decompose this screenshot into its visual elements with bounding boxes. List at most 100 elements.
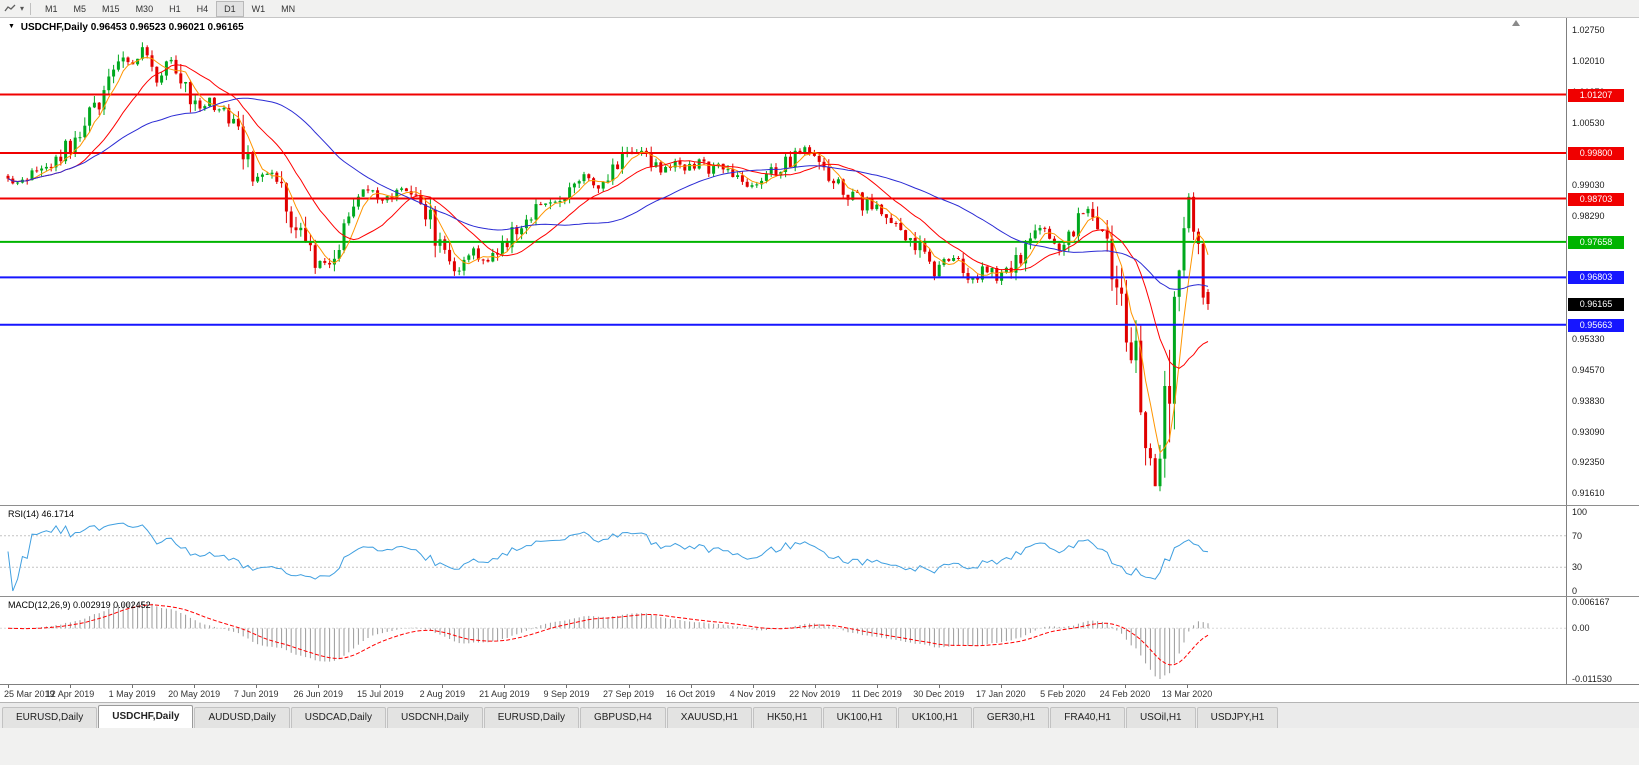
timeframe-button-m5[interactable]: M5 xyxy=(73,3,87,14)
price-level-flag[interactable]: 1.01207 xyxy=(1568,88,1624,102)
time-axis-tick xyxy=(566,685,568,688)
symbol-period-label: USDCHF,Daily xyxy=(20,22,88,33)
time-axis-tick xyxy=(628,685,630,688)
rsi-axis-tick: 30 xyxy=(1572,562,1583,573)
time-axis-tick xyxy=(1062,685,1064,688)
price-level-flag[interactable]: 0.97658 xyxy=(1568,235,1624,249)
time-axis-label: 26 Jun 2019 xyxy=(293,689,344,699)
price-axis-tick: 0.92350 xyxy=(1572,457,1605,468)
rsi-indicator-name: RSI(14) xyxy=(8,509,40,519)
macd-main-value: 0.002919 xyxy=(73,600,111,610)
chart-tab-eurusd-daily[interactable]: EURUSD,Daily xyxy=(2,707,98,728)
price-level-flag[interactable]: 0.95663 xyxy=(1568,318,1624,332)
timeframe-button-h4[interactable]: H4 xyxy=(196,3,209,14)
time-axis-tick xyxy=(1000,685,1002,688)
price-axis-tick: 0.95330 xyxy=(1572,333,1605,344)
time-axis-tick xyxy=(504,685,506,688)
chart-tab-uk100-h1[interactable]: UK100,H1 xyxy=(822,707,897,728)
chart-tab-usdcad-daily[interactable]: USDCAD,Daily xyxy=(290,707,386,728)
panel-separator[interactable] xyxy=(0,505,1639,506)
chart-tab-eurusd-daily[interactable]: EURUSD,Daily xyxy=(483,707,579,728)
chart-tab-hk50-h1[interactable]: HK50,H1 xyxy=(753,707,822,728)
chart-tab-usoil-h1[interactable]: USOil,H1 xyxy=(1125,707,1196,728)
time-axis-tick xyxy=(442,685,444,688)
chart-tab-usdcnh-daily[interactable]: USDCNH,Daily xyxy=(386,707,483,728)
timeframe-button-m15[interactable]: M15 xyxy=(102,3,120,14)
rsi-axis-tick: 70 xyxy=(1572,530,1583,541)
time-axis-tick xyxy=(70,685,72,688)
timeframe-button-d1[interactable]: D1 xyxy=(216,0,244,17)
chart-tab-audusd-daily[interactable]: AUDUSD,Daily xyxy=(194,707,290,728)
time-axis-label: 15 Jul 2019 xyxy=(357,689,404,699)
time-axis-tick xyxy=(1187,685,1188,688)
price-level-flag[interactable]: 0.99800 xyxy=(1568,146,1624,160)
line-chart-icon[interactable] xyxy=(4,3,17,14)
time-axis-label: 9 Sep 2019 xyxy=(543,689,590,699)
time-axis-label: 24 Feb 2020 xyxy=(1099,689,1151,699)
candlestick-chart[interactable] xyxy=(0,18,1566,506)
timeframe-button-group: M1 M5 M15 M30 H1 H4 D1 W1 MN xyxy=(37,0,303,17)
time-axis-tick xyxy=(318,685,320,688)
timeframe-button-m1[interactable]: M1 xyxy=(45,3,58,14)
price-axis-tick: 1.02010 xyxy=(1572,56,1605,67)
time-axis-tick xyxy=(1124,685,1126,688)
price-axis-tick: 0.93830 xyxy=(1572,395,1605,406)
chart-area[interactable]: ▼ USDCHF,Daily 0.96453 0.96523 0.96021 0… xyxy=(0,18,1566,684)
chart-tab-xauusd-h1[interactable]: XAUUSD,H1 xyxy=(666,707,753,728)
time-axis-tick xyxy=(256,685,258,688)
price-axis[interactable]: 1.027501.020101.012701.005300.997700.990… xyxy=(1566,18,1639,684)
timeframe-button-m30[interactable]: M30 xyxy=(135,3,154,14)
toolbar-separator xyxy=(30,2,32,15)
price-axis-tick: 0.93090 xyxy=(1572,426,1605,437)
chart-tab-gbpusd-h4[interactable]: GBPUSD,H4 xyxy=(579,707,666,728)
price-level-flag[interactable]: 0.98703 xyxy=(1568,192,1624,206)
rsi-indicator-value: 46.1714 xyxy=(41,509,75,519)
macd-panel-chart[interactable] xyxy=(0,597,1566,684)
time-axis-tick xyxy=(380,685,382,688)
time-axis-label: 4 Nov 2019 xyxy=(729,689,776,699)
price-axis-tick: 0.91610 xyxy=(1572,488,1605,499)
time-axis-label: 20 May 2019 xyxy=(168,689,221,699)
price-axis-tick: 0.98290 xyxy=(1572,210,1605,221)
chart-shift-marker[interactable] xyxy=(1512,20,1520,26)
rsi-panel-chart[interactable] xyxy=(0,506,1566,597)
rsi-axis-tick: 100 xyxy=(1572,507,1588,517)
time-axis-tick xyxy=(876,685,878,688)
price-axis-tick: 1.00530 xyxy=(1572,117,1605,128)
chart-tab-usdchf-daily[interactable]: USDCHF,Daily xyxy=(98,705,194,728)
time-axis-label: 16 Oct 2019 xyxy=(666,689,716,699)
time-axis-label: 2 Aug 2019 xyxy=(419,689,466,699)
time-axis-label: 25 Mar 2019 xyxy=(4,689,55,699)
chevron-down-icon[interactable]: ▾ xyxy=(20,4,25,13)
timeframe-button-h1[interactable]: H1 xyxy=(169,3,181,14)
time-axis-label: 21 Aug 2019 xyxy=(479,689,530,699)
chart-tab-fra40-h1[interactable]: FRA40,H1 xyxy=(1050,707,1125,728)
timeframe-button-w1[interactable]: W1 xyxy=(251,3,266,14)
chart-title: ▼ USDCHF,Daily 0.96453 0.96523 0.96021 0… xyxy=(8,22,244,33)
time-axis-label: 17 Jan 2020 xyxy=(976,689,1026,699)
timeframe-button-mn[interactable]: MN xyxy=(281,3,296,14)
collapse-triangle-icon[interactable]: ▼ xyxy=(8,23,15,30)
macd-label: MACD(12,26,9) 0.002919 0.002452 xyxy=(8,600,151,610)
current-price-flag: 0.96165 xyxy=(1568,297,1624,311)
time-axis-label: 13 Mar 2020 xyxy=(1161,689,1213,699)
time-axis-tick xyxy=(938,685,940,688)
chart-tab-usdjpy-h1[interactable]: USDJPY,H1 xyxy=(1196,707,1279,728)
price-level-flag[interactable]: 0.96803 xyxy=(1568,271,1624,285)
time-axis[interactable]: 25 Mar 2019 12 Apr 2019 1 May 2019 20 May 2… xyxy=(0,684,1639,702)
price-axis-tick: 0.99030 xyxy=(1572,179,1605,190)
macd-signal-value: 0.002452 xyxy=(113,600,151,610)
panel-separator[interactable] xyxy=(0,596,1639,597)
chart-tab-ger30-h1[interactable]: GER30,H1 xyxy=(972,707,1050,728)
time-axis-tick xyxy=(194,685,196,688)
chart-tabs-bar: EURUSD,Daily USDCHF,Daily AUDUSD,Daily USDC… xyxy=(0,702,1639,728)
price-axis-tick: 1.02750 xyxy=(1572,25,1605,36)
macd-axis-tick: 0.00 xyxy=(1572,623,1590,634)
macd-indicator-name: MACD(12,26,9) xyxy=(8,600,71,610)
time-axis-label: 12 Apr 2019 xyxy=(45,689,95,699)
time-axis-label: 1 May 2019 xyxy=(108,689,156,699)
timeframe-toolbar: ▾ M1 M5 M15 M30 H1 H4 D1 W1 MN xyxy=(0,0,1639,18)
chart-tab-uk100-h1[interactable]: UK100,H1 xyxy=(897,707,972,728)
time-axis-tick xyxy=(690,685,692,688)
